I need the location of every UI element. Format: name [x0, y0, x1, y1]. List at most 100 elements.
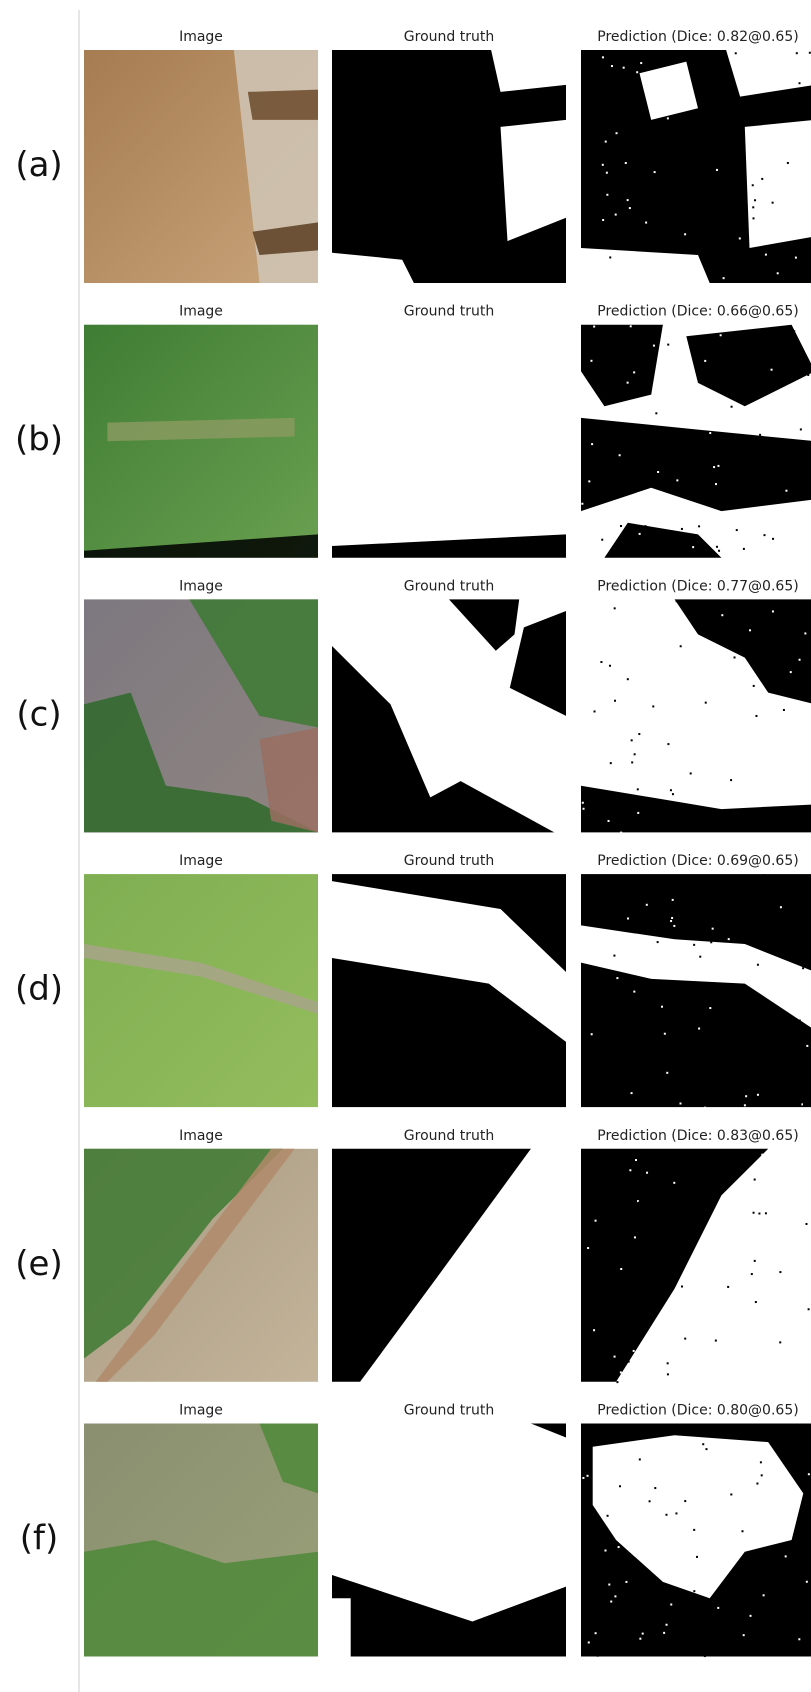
noise-speck	[795, 257, 797, 259]
noise-speck	[633, 371, 635, 373]
noise-speck	[623, 67, 625, 69]
noise-speck	[762, 153, 764, 155]
noise-speck	[613, 955, 615, 957]
noise-speck	[639, 1458, 641, 1460]
noise-speck	[807, 679, 809, 681]
panel-title: Prediction (Dice: 0.82@0.65)	[597, 29, 798, 45]
noise-speck	[756, 1483, 758, 1485]
noise-speck	[588, 1188, 590, 1190]
noise-speck	[679, 1102, 681, 1104]
panel-title: Ground truth	[404, 1403, 494, 1419]
noise-speck	[629, 1169, 631, 1171]
noise-speck	[594, 710, 596, 712]
noise-speck	[622, 964, 624, 966]
noise-speck	[727, 993, 729, 995]
noise-speck	[610, 1601, 612, 1603]
noise-speck	[738, 517, 740, 519]
noise-speck	[635, 916, 637, 918]
noise-speck	[718, 626, 720, 628]
noise-speck	[696, 235, 698, 237]
noise-speck	[587, 1247, 589, 1249]
noise-speck	[766, 1529, 768, 1531]
row-label: (f)	[20, 1519, 59, 1559]
noise-speck	[799, 659, 801, 661]
noise-speck	[693, 944, 695, 946]
noise-speck	[698, 1595, 700, 1597]
noise-speck	[613, 1259, 615, 1261]
noise-speck	[763, 874, 765, 876]
noise-speck	[709, 432, 711, 434]
noise-speck	[736, 529, 738, 531]
noise-speck	[760, 1461, 762, 1463]
noise-speck	[666, 1072, 668, 1074]
noise-speck	[614, 700, 616, 702]
noise-speck	[606, 194, 608, 196]
noise-speck	[793, 330, 795, 332]
noise-speck	[691, 632, 693, 634]
noise-speck	[595, 1220, 597, 1222]
noise-speck	[593, 227, 595, 229]
noise-speck	[614, 1047, 616, 1049]
noise-speck	[781, 1257, 783, 1259]
noise-speck	[616, 977, 618, 979]
noise-speck	[735, 145, 737, 147]
noise-speck	[663, 1632, 665, 1634]
noise-speck	[649, 999, 651, 1001]
noise-speck	[724, 998, 726, 1000]
noise-speck	[717, 1607, 719, 1609]
noise-speck	[591, 826, 593, 828]
noise-speck	[753, 1212, 755, 1214]
noise-speck	[674, 118, 676, 120]
noise-speck	[654, 171, 656, 173]
row-label: (b)	[15, 420, 63, 460]
noise-speck	[667, 1373, 669, 1375]
noise-speck	[715, 483, 717, 485]
noise-speck	[661, 1006, 663, 1008]
noise-speck	[624, 789, 626, 791]
noise-speck	[685, 1292, 687, 1294]
noise-speck	[704, 1655, 706, 1657]
noise-speck	[720, 334, 722, 336]
panel-title: Prediction (Dice: 0.77@0.65)	[597, 578, 798, 594]
panel-title: Ground truth	[404, 304, 494, 320]
noise-speck	[769, 486, 771, 488]
noise-speck	[614, 1595, 616, 1597]
noise-speck	[794, 385, 796, 387]
noise-speck	[614, 1356, 616, 1358]
mask-region	[745, 120, 811, 248]
noise-speck	[637, 788, 639, 790]
noise-speck	[641, 1555, 643, 1557]
noise-speck	[593, 1156, 595, 1158]
noise-speck	[619, 1485, 621, 1487]
noise-speck	[635, 1159, 637, 1161]
noise-speck	[808, 1308, 810, 1310]
noise-speck	[763, 1454, 765, 1456]
noise-speck	[740, 108, 742, 110]
noise-speck	[594, 416, 596, 418]
noise-speck	[638, 733, 640, 735]
noise-speck	[765, 254, 767, 256]
noise-speck	[690, 772, 692, 774]
noise-speck	[763, 1594, 765, 1596]
noise-speck	[807, 1061, 809, 1063]
noise-speck	[785, 1555, 787, 1557]
row-label: (d)	[15, 969, 63, 1009]
noise-speck	[808, 992, 810, 994]
noise-speck	[582, 802, 584, 804]
noise-speck	[649, 1500, 651, 1502]
noise-speck	[610, 1545, 612, 1547]
noise-speck	[780, 1468, 782, 1470]
noise-speck	[644, 525, 646, 527]
noise-speck	[706, 65, 708, 67]
noise-speck	[749, 629, 751, 631]
noise-speck	[595, 1632, 597, 1634]
noise-speck	[808, 1473, 810, 1475]
panel-title: Ground truth	[404, 853, 494, 869]
noise-speck	[611, 709, 613, 711]
noise-speck	[680, 645, 682, 647]
noise-speck	[761, 1474, 763, 1476]
noise-speck	[755, 715, 757, 717]
noise-speck	[652, 762, 654, 764]
noise-speck	[667, 344, 669, 346]
noise-speck	[765, 1212, 767, 1214]
